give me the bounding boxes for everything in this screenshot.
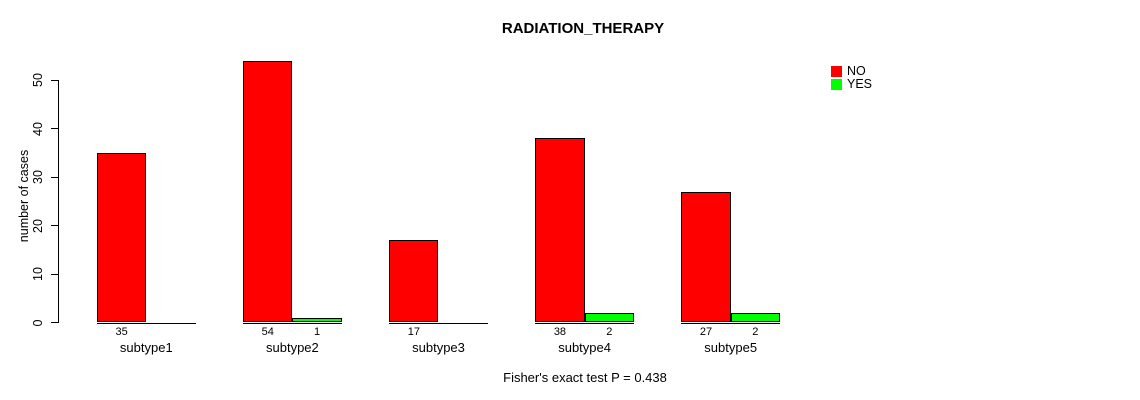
bar-count-label: 27: [699, 326, 713, 338]
annotation-fisher-test: Fisher's exact test P = 0.438: [503, 370, 667, 385]
y-axis-tick: [51, 176, 58, 178]
group-baseline: [535, 322, 635, 324]
bar-count-label: 2: [752, 326, 759, 338]
category-label-subtype2: subtype2: [266, 340, 319, 355]
bar-count-label: 54: [261, 326, 274, 338]
y-axis-tick: [51, 322, 58, 323]
y-tick-label: 50: [31, 73, 45, 88]
bar-yes-subtype2: [292, 317, 342, 323]
bar-yes-subtype5: [730, 312, 780, 323]
group-baseline: [243, 322, 343, 324]
y-tick-label: 40: [31, 121, 45, 136]
bar-no-subtype4: [535, 138, 585, 323]
category-label-subtype4: subtype4: [558, 340, 611, 355]
bar-no-subtype1: [97, 152, 147, 323]
group-baseline: [389, 322, 489, 324]
bar-no-subtype5: [681, 191, 731, 323]
bar-no-subtype3: [389, 240, 439, 323]
legend-swatch-no-icon: [831, 66, 842, 77]
group-baseline: [681, 322, 781, 324]
bar-yes-subtype4: [584, 312, 634, 323]
legend-label-no: NO: [847, 64, 866, 78]
legend-item-yes: YES: [831, 78, 872, 91]
y-axis-tick: [51, 79, 58, 81]
bar-count-label: 1: [313, 326, 321, 338]
y-tick-label: 20: [31, 218, 45, 233]
bar-count-label: 2: [606, 326, 613, 338]
legend: NO YES: [831, 65, 872, 91]
y-tick-label: 10: [31, 267, 45, 281]
bar-no-subtype2: [243, 60, 293, 323]
y-axis-line: [58, 80, 59, 323]
legend-item-no: NO: [831, 65, 872, 78]
legend-swatch-yes-icon: [831, 79, 842, 90]
y-axis-tick: [51, 128, 58, 130]
chart-title: RADIATION_THERAPY: [501, 20, 665, 37]
bar-count-label: 17: [407, 326, 420, 338]
bar-count-label: 35: [115, 326, 128, 338]
group-baseline: [97, 322, 197, 324]
y-axis-tick: [51, 273, 58, 275]
category-label-subtype5: subtype5: [704, 340, 758, 355]
y-tick-label: 0: [31, 319, 45, 326]
bar-count-label: 38: [553, 326, 567, 338]
legend-label-yes: YES: [847, 77, 873, 91]
category-label-subtype3: subtype3: [412, 340, 465, 355]
category-label-subtype1: subtype1: [119, 340, 173, 355]
y-axis-tick: [51, 225, 58, 227]
y-tick-label: 30: [31, 170, 45, 185]
